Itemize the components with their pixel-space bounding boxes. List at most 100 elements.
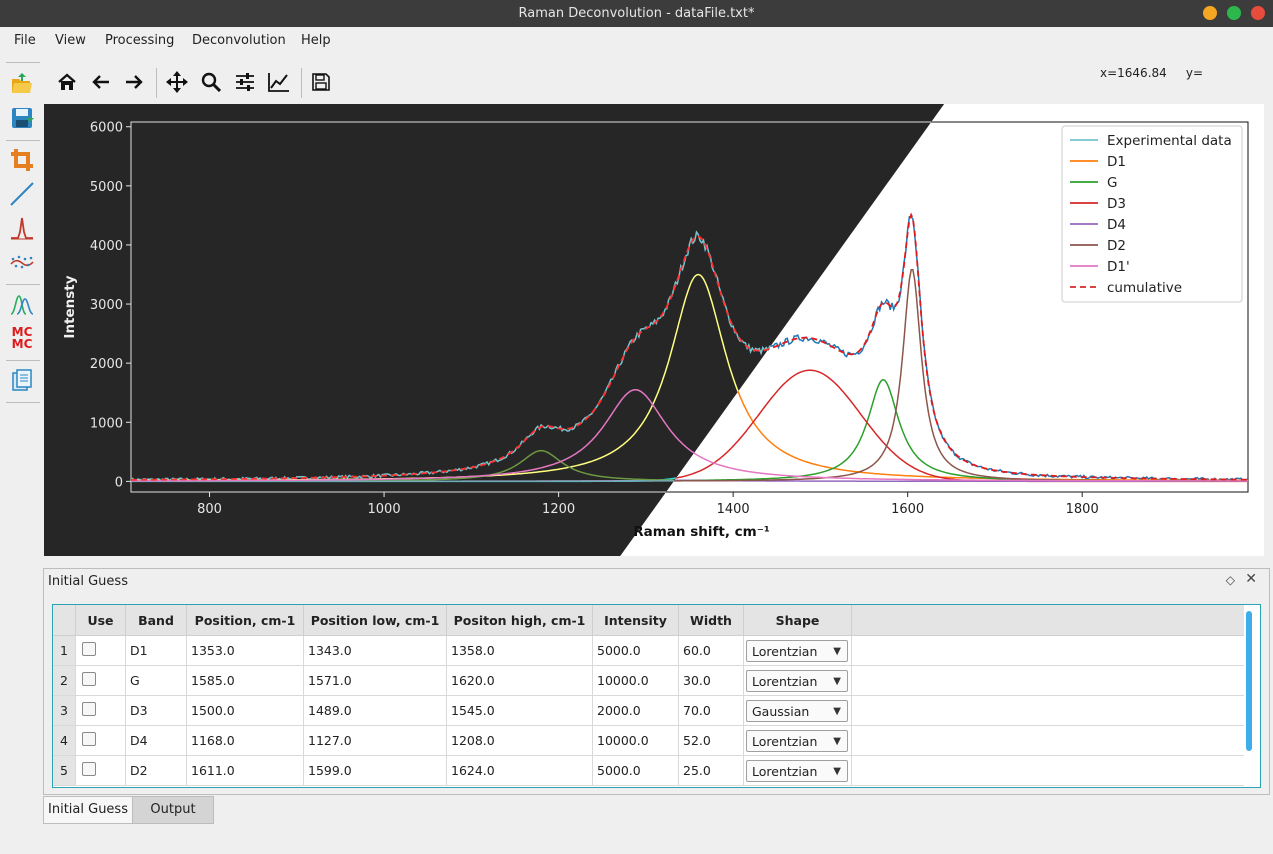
smoothing-icon[interactable] xyxy=(8,248,36,276)
col-position[interactable]: Position, cm-1 xyxy=(186,605,304,636)
use-checkbox[interactable] xyxy=(82,762,96,776)
x-tick-label: 1600 xyxy=(891,502,924,517)
width-cell[interactable]: 25.0 xyxy=(678,755,744,786)
table-row[interactable]: 2 G 1585.0 1571.0 1620.0 10000.0 30.0 Lorentzia… xyxy=(53,665,1244,696)
position-cell[interactable]: 1611.0 xyxy=(186,755,304,786)
band-cell[interactable]: D4 xyxy=(125,725,187,756)
position-cell[interactable]: 1168.0 xyxy=(186,725,304,756)
baseline-icon[interactable] xyxy=(8,180,36,208)
position-low-cell[interactable]: 1127.0 xyxy=(303,725,447,756)
zoom-icon[interactable] xyxy=(197,68,225,96)
position-low-cell[interactable]: 1571.0 xyxy=(303,665,447,696)
close-button[interactable] xyxy=(1251,6,1265,20)
y-axis-label: Intensty xyxy=(62,275,78,338)
save-file-icon[interactable] xyxy=(8,104,36,132)
position-cell[interactable]: 1585.0 xyxy=(186,665,304,696)
use-checkbox-cell[interactable] xyxy=(75,635,126,666)
minimize-button[interactable] xyxy=(1203,6,1217,20)
position-high-cell[interactable]: 1208.0 xyxy=(446,725,593,756)
maximize-button[interactable] xyxy=(1227,6,1241,20)
band-cell[interactable]: G xyxy=(125,665,187,696)
use-checkbox-cell[interactable] xyxy=(75,755,126,786)
shape-select[interactable]: Lorentzian ▼ xyxy=(746,729,848,752)
crop-icon[interactable] xyxy=(8,146,36,174)
intensity-cell[interactable]: 2000.0 xyxy=(592,695,679,726)
chevron-down-icon: ▼ xyxy=(833,675,841,687)
intensity-cell[interactable]: 10000.0 xyxy=(592,665,679,696)
spectrum-chart[interactable]: 8008001000100012001200140014001600160018… xyxy=(44,94,1264,652)
position-high-cell[interactable]: 1620.0 xyxy=(446,665,593,696)
col-use[interactable]: Use xyxy=(75,605,126,636)
table-row[interactable]: 5 D2 1611.0 1599.0 1624.0 5000.0 25.0 Lorentzia… xyxy=(53,755,1244,786)
position-high-cell[interactable]: 1624.0 xyxy=(446,755,593,786)
batch-icon[interactable] xyxy=(8,366,36,394)
tab-output[interactable]: Output xyxy=(132,796,214,824)
deconvolution-icon[interactable] xyxy=(8,290,36,318)
plot-canvas[interactable]: 8008001000100012001200140014001600160018… xyxy=(44,94,1264,652)
band-cell[interactable]: D1 xyxy=(125,635,187,666)
position-low-cell[interactable]: 1489.0 xyxy=(303,695,447,726)
shape-select[interactable]: Lorentzian ▼ xyxy=(746,639,848,662)
left-toolbar: MC MC xyxy=(0,60,42,420)
use-checkbox-cell[interactable] xyxy=(75,695,126,726)
configure-subplots-icon[interactable] xyxy=(231,68,259,96)
col-position-high[interactable]: Positon high, cm-1 xyxy=(446,605,593,636)
use-checkbox-cell[interactable] xyxy=(75,725,126,756)
menu-processing[interactable]: Processing xyxy=(105,33,175,48)
chevron-down-icon: ▼ xyxy=(833,735,841,747)
position-high-cell[interactable]: 1545.0 xyxy=(446,695,593,726)
series-line-d1- xyxy=(131,388,952,482)
col-position-low[interactable]: Position low, cm-1 xyxy=(303,605,447,636)
save-figure-icon[interactable] xyxy=(307,68,335,96)
shape-select[interactable]: Lorentzian ▼ xyxy=(746,669,848,692)
col-intensity[interactable]: Intensity xyxy=(592,605,679,636)
table-row[interactable]: 1 D1 1353.0 1343.0 1358.0 5000.0 60.0 Lorentzia… xyxy=(53,635,1244,666)
menu-help[interactable]: Help xyxy=(301,33,331,48)
shape-value: Gaussian xyxy=(752,703,810,719)
menu-view[interactable]: View xyxy=(55,33,86,48)
edit-axis-icon[interactable] xyxy=(265,68,293,96)
menu-file[interactable]: File xyxy=(14,33,36,48)
y-tick-label: 3000 xyxy=(90,298,123,313)
plot-toolbar xyxy=(48,62,1268,102)
width-cell[interactable]: 60.0 xyxy=(678,635,744,666)
use-checkbox[interactable] xyxy=(82,702,96,716)
table-scrollbar[interactable] xyxy=(1246,611,1252,751)
position-high-cell[interactable]: 1358.0 xyxy=(446,635,593,666)
float-dock-icon[interactable]: ◇ xyxy=(1225,573,1235,587)
width-cell[interactable]: 30.0 xyxy=(678,665,744,696)
forward-arrow-icon[interactable] xyxy=(120,68,148,96)
width-cell[interactable]: 70.0 xyxy=(678,695,744,726)
intensity-cell[interactable]: 5000.0 xyxy=(592,755,679,786)
shape-select[interactable]: Lorentzian ▼ xyxy=(746,759,848,782)
position-cell[interactable]: 1353.0 xyxy=(186,635,304,666)
close-dock-icon[interactable]: ✕ xyxy=(1245,571,1257,587)
intensity-cell[interactable]: 5000.0 xyxy=(592,635,679,666)
menu-deconvolution[interactable]: Deconvolution xyxy=(192,33,286,48)
peak-icon[interactable] xyxy=(8,214,36,242)
table-row[interactable]: 4 D4 1168.0 1127.0 1208.0 10000.0 52.0 Lorentzi… xyxy=(53,725,1244,756)
home-icon[interactable] xyxy=(53,68,81,96)
position-low-cell[interactable]: 1599.0 xyxy=(303,755,447,786)
open-file-icon[interactable] xyxy=(8,70,36,98)
use-checkbox[interactable] xyxy=(82,642,96,656)
use-checkbox[interactable] xyxy=(82,672,96,686)
use-checkbox-cell[interactable] xyxy=(75,665,126,696)
pan-icon[interactable] xyxy=(163,68,191,96)
col-band[interactable]: Band xyxy=(125,605,187,636)
band-cell[interactable]: D3 xyxy=(125,695,187,726)
intensity-cell[interactable]: 10000.0 xyxy=(592,725,679,756)
position-cell[interactable]: 1500.0 xyxy=(186,695,304,726)
width-cell[interactable]: 52.0 xyxy=(678,725,744,756)
shape-select[interactable]: Gaussian ▼ xyxy=(746,699,848,722)
back-arrow-icon[interactable] xyxy=(87,68,115,96)
table-row[interactable]: 3 D3 1500.0 1489.0 1545.0 2000.0 70.0 Gaussian ▼ xyxy=(53,695,1244,726)
tab-initial-guess[interactable]: Initial Guess xyxy=(43,796,133,824)
col-shape[interactable]: Shape xyxy=(743,605,852,636)
mcmc-icon[interactable]: MC MC xyxy=(8,324,36,352)
use-checkbox[interactable] xyxy=(82,732,96,746)
band-cell[interactable]: D2 xyxy=(125,755,187,786)
col-width[interactable]: Width xyxy=(678,605,744,636)
position-low-cell[interactable]: 1343.0 xyxy=(303,635,447,666)
coord-x: x=1646.84 xyxy=(1100,66,1167,80)
